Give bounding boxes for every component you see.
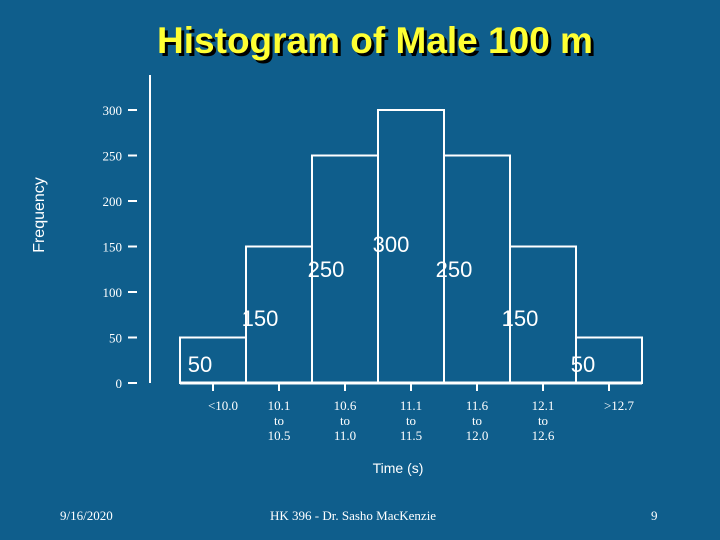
footer-page-number: 9	[651, 508, 658, 523]
bar-data-label: 150	[502, 306, 539, 331]
x-tick-label-line: <10.0	[208, 398, 238, 413]
x-tick-label-line: 11.5	[400, 428, 422, 443]
histogram-bar	[509, 245, 577, 384]
histogram-bar	[245, 245, 313, 384]
x-tick-label-line: to	[340, 413, 350, 428]
y-tick-label: 0	[116, 376, 123, 391]
x-tick-label: >12.7	[604, 398, 635, 413]
x-tick-label-line: to	[274, 413, 284, 428]
x-tick-label-line: 11.1	[400, 398, 422, 413]
y-tick-label: 50	[109, 331, 122, 346]
bar-data-label: 50	[571, 352, 595, 377]
y-tick-label: 300	[103, 103, 123, 118]
x-tick-label-line: 12.1	[532, 398, 555, 413]
chart-title: Histogram of Male 100 m	[157, 20, 593, 61]
x-tick-label-line: 12.0	[466, 428, 489, 443]
x-tick-label-line: 10.1	[268, 398, 291, 413]
histogram-bar	[443, 154, 511, 384]
footer-author: HK 396 - Dr. Sasho MacKenzie	[270, 508, 437, 523]
x-tick-label: 12.1 to 12.6	[532, 398, 555, 443]
x-tick-label-line: >12.7	[604, 398, 635, 413]
x-tick-label: 10.6 to 11.0	[334, 398, 357, 443]
histogram-bar	[179, 336, 247, 384]
bar-data-label: 250	[308, 257, 345, 282]
y-tick-label: 150	[103, 240, 123, 255]
x-tick-label: 11.6 to 12.0	[466, 398, 489, 443]
x-axis-label: Time (s)	[372, 460, 424, 476]
x-tick-label: <10.0	[208, 398, 238, 413]
bar-data-label: 50	[188, 352, 212, 377]
y-tick-label: 250	[103, 149, 123, 164]
x-tick-label-line: 11.0	[334, 428, 356, 443]
histogram-bar	[377, 109, 445, 384]
x-tick-label-line: 10.5	[268, 428, 291, 443]
bar-data-label: 300	[373, 232, 410, 257]
histogram-bar	[575, 336, 643, 384]
x-tick-label-line: to	[538, 413, 548, 428]
x-tick-label-line: to	[406, 413, 416, 428]
x-tick-label-line: 11.6	[466, 398, 489, 413]
y-tick-label: 200	[103, 194, 123, 209]
x-tick-label-line: to	[472, 413, 482, 428]
y-tick-label: 100	[103, 285, 123, 300]
x-tick-label: 10.1 to 10.5	[268, 398, 291, 443]
bar-data-label: 250	[436, 257, 473, 282]
x-tick-label-line: 10.6	[334, 398, 357, 413]
footer-date: 9/16/2020	[60, 508, 113, 523]
x-tick-label-line: 12.6	[532, 428, 555, 443]
x-tick-label: 11.1 to 11.5	[400, 398, 422, 443]
bar-data-label: 150	[242, 306, 279, 331]
